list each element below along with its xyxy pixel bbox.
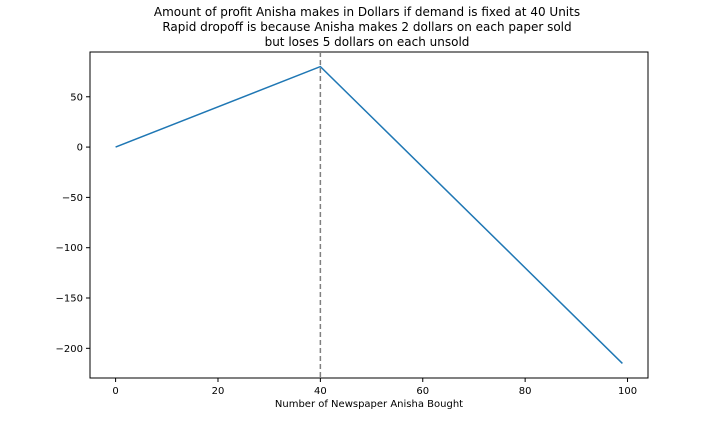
x-tick-label: 20 (212, 386, 225, 397)
x-tick-label: 100 (618, 386, 637, 397)
profit-line (115, 65, 623, 364)
y-tick-label: 0 (77, 143, 83, 154)
y-tick-label: −50 (62, 193, 83, 204)
y-tick-label: 50 (70, 92, 83, 103)
x-axis: 0 20 40 60 80 100 (112, 378, 637, 397)
x-tick-label: 80 (519, 386, 532, 397)
y-tick-label: −150 (56, 294, 83, 305)
x-tick-label: 0 (112, 386, 118, 397)
chart-title: Amount of profit Anisha makes in Dollars… (154, 5, 580, 49)
x-tick-label: 60 (416, 386, 429, 397)
x-axis-label: Number of Newspaper Anisha Bought (275, 399, 463, 410)
y-tick-label: −100 (56, 243, 83, 254)
chart-title-line-1: Amount of profit Anisha makes in Dollars… (154, 5, 580, 19)
chart-title-line-3: but loses 5 dollars on each unsold (265, 35, 470, 49)
series-profit (115, 65, 623, 364)
chart-title-line-2: Rapid dropoff is because Anisha makes 2 … (162, 20, 571, 34)
x-tick-label: 40 (314, 386, 327, 397)
y-tick-label: −200 (56, 344, 83, 355)
y-axis: 50 0 −50 −100 −150 −200 (56, 92, 90, 355)
plot-area (89, 51, 649, 379)
